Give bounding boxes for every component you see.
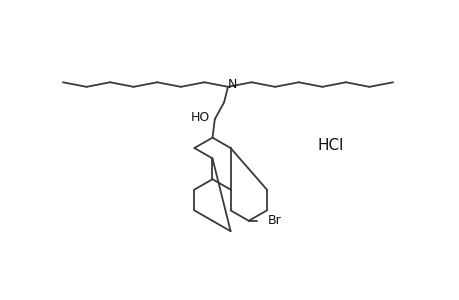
Text: Br: Br (268, 214, 281, 227)
Text: N: N (228, 78, 237, 91)
Text: HCl: HCl (316, 138, 343, 153)
Text: HO: HO (190, 111, 209, 124)
